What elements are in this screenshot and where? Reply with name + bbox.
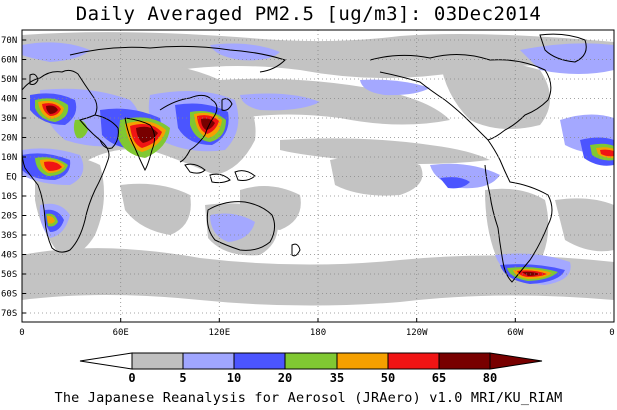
colorbar-segment <box>233 352 286 370</box>
colorbar-segment <box>284 352 338 370</box>
lat-label: 40S <box>1 251 17 261</box>
colorbar-segment <box>131 352 184 370</box>
lon-label: 120W <box>406 328 428 338</box>
lat-label: 50N <box>1 75 17 85</box>
colorbar-labels: 0 5 10 20 35 50 65 80 <box>128 371 497 385</box>
footer-credit: The Japanese Reanalysis for Aerosol (JRA… <box>54 390 563 406</box>
colorbar-label: 5 <box>179 371 186 385</box>
lat-label: EQ <box>6 173 17 183</box>
colorbar-segment <box>336 352 389 370</box>
lat-label: 70N <box>1 36 17 46</box>
tick-marks <box>21 39 615 322</box>
colorbar-label: 35 <box>330 371 344 385</box>
map-title: Daily Averaged PM2.5 [ug/m3]: 03Dec2014 <box>75 3 542 25</box>
latitude-labels: 70N 60N 50N 40N 30N 20N 10N EQ 10S 20S 3… <box>1 36 17 319</box>
lat-label: 30S <box>1 231 17 241</box>
colorbar-arrow-high <box>489 352 543 370</box>
lat-label: 30N <box>1 114 17 124</box>
lat-label: 70S <box>1 309 17 319</box>
colorbar-segment <box>438 352 491 370</box>
lat-label: 50S <box>1 270 17 280</box>
lon-label: 180 <box>310 328 326 338</box>
lat-label: 10S <box>1 192 17 202</box>
pm25-shading <box>22 32 614 306</box>
colorbar-segment <box>182 352 235 370</box>
lon-label: 0 <box>19 328 24 338</box>
lon-label: 60W <box>507 328 524 338</box>
lat-label: 20S <box>1 212 17 222</box>
colorbar-label: 10 <box>227 371 241 385</box>
colorbar-segment <box>387 352 440 370</box>
colorbar-label: 50 <box>381 371 395 385</box>
colorbar <box>79 352 543 370</box>
lon-label: 60E <box>113 328 129 338</box>
lon-label: 120E <box>208 328 230 338</box>
grid-lines <box>22 30 614 322</box>
lat-label: 10N <box>1 153 17 163</box>
longitude-labels: 0 60E 120E 180 120W 60W 0 <box>19 328 614 338</box>
colorbar-label: 0 <box>128 371 135 385</box>
colorbar-label: 80 <box>483 371 497 385</box>
lat-label: 40N <box>1 95 17 105</box>
colorbar-arrow-low <box>79 352 133 370</box>
lat-label: 60S <box>1 290 17 300</box>
lon-label: 0 <box>609 328 614 338</box>
colorbar-label: 20 <box>278 371 292 385</box>
lat-label: 20N <box>1 134 17 144</box>
colorbar-label: 65 <box>432 371 446 385</box>
lat-label: 60N <box>1 56 17 66</box>
